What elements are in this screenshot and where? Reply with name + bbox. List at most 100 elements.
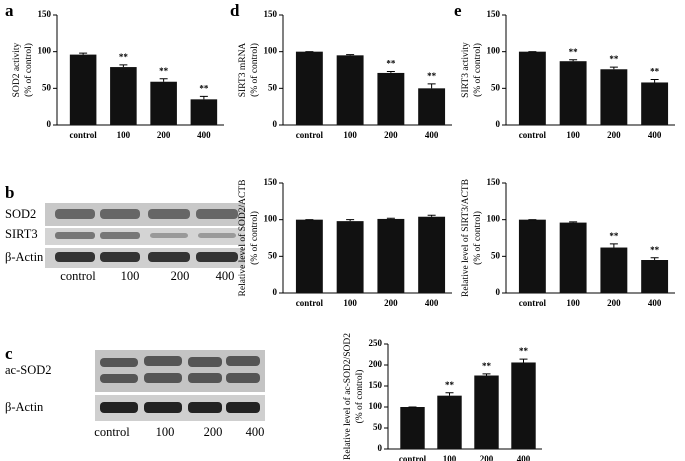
panel-label: e <box>454 1 462 20</box>
bar <box>110 67 137 125</box>
y-tick-label: 0 <box>378 443 383 453</box>
bar <box>295 219 323 293</box>
y-tick-label: 0 <box>496 287 501 297</box>
error-bar <box>346 219 355 222</box>
x-tick-label: 200 <box>607 298 621 308</box>
error-bar <box>386 217 395 219</box>
bar <box>336 221 364 293</box>
y-tick-label: 150 <box>38 9 52 19</box>
blot-row-label: SOD2 <box>5 207 36 221</box>
significance-label: ** <box>427 71 437 81</box>
bar <box>377 72 405 125</box>
x-tick-label: 100 <box>343 130 357 140</box>
significance-label: ** <box>445 380 455 390</box>
bar <box>69 54 97 125</box>
panel-label: a <box>5 1 14 20</box>
y-tick-label: 150 <box>487 9 501 19</box>
panel-label: d <box>230 1 240 20</box>
x-tick-label: 200 <box>607 130 621 140</box>
x-tick-label: 200 <box>384 298 398 308</box>
blot-row-label: SIRT3 <box>5 227 38 241</box>
bar <box>600 69 628 125</box>
error-bar <box>346 54 355 56</box>
y-axis-label: (% of control) <box>472 43 483 97</box>
y-axis-label: (% of control) <box>23 43 34 97</box>
y-tick-label: 50 <box>42 82 52 92</box>
error-bar <box>159 78 168 82</box>
y-axis-label: (% of control) <box>249 43 260 97</box>
bar <box>400 407 425 449</box>
bar <box>518 219 546 293</box>
y-axis-label: Relative level of SOD2/ACTB <box>237 180 248 297</box>
x-tick-label: 400 <box>517 454 531 461</box>
blot-b-image <box>45 203 245 268</box>
y-tick-label: 0 <box>496 119 501 129</box>
significance-label: ** <box>386 59 396 69</box>
error-bar <box>609 66 618 70</box>
error-bar <box>519 358 528 363</box>
error-bar <box>650 79 659 83</box>
y-axis-label: SOD2 activity <box>12 42 22 97</box>
error-bar <box>569 221 578 223</box>
y-tick-label: 50 <box>268 250 278 260</box>
blot-c-image <box>95 350 265 421</box>
x-tick-label: control <box>519 298 547 308</box>
bar <box>474 375 499 449</box>
blot-lane-label: 200 <box>204 425 223 439</box>
blot-lane-label: 400 <box>246 425 265 439</box>
panel-label: b <box>5 183 14 202</box>
blot-lane-label: 100 <box>156 425 175 439</box>
blot-lane-label: 100 <box>121 269 140 283</box>
error-bar <box>427 83 436 89</box>
significance-label: ** <box>569 47 579 57</box>
y-tick-label: 50 <box>268 82 278 92</box>
x-tick-label: control <box>399 454 427 461</box>
bar <box>559 61 587 125</box>
x-tick-label: 200 <box>157 130 171 140</box>
y-tick-label: 50 <box>373 422 383 432</box>
y-axis-label: Relative level of SIRT3/ACTB <box>460 179 471 297</box>
blot-row-label: β-Actin <box>5 400 44 414</box>
x-tick-label: 100 <box>443 454 457 461</box>
y-tick-label: 150 <box>264 177 278 187</box>
x-tick-label: 400 <box>425 298 439 308</box>
x-tick-label: 200 <box>480 454 494 461</box>
significance-label: ** <box>159 66 169 76</box>
y-tick-label: 100 <box>487 214 501 224</box>
y-tick-label: 100 <box>369 401 383 411</box>
error-bar <box>609 243 618 248</box>
blot-lane-label: control <box>60 269 96 283</box>
significance-label: ** <box>482 361 492 371</box>
error-bar <box>79 52 88 55</box>
y-axis-label: SIRT3 activity <box>461 42 471 98</box>
error-bar <box>199 95 208 100</box>
significance-label: ** <box>609 231 619 241</box>
x-tick-label: control <box>519 130 547 140</box>
bar <box>336 55 364 126</box>
blot-lane-label: control <box>94 425 130 439</box>
y-tick-label: 0 <box>47 119 52 129</box>
y-tick-label: 0 <box>273 119 278 129</box>
x-tick-label: 100 <box>566 130 580 140</box>
bar <box>511 362 536 449</box>
bar <box>559 222 587 293</box>
significance-label: ** <box>519 346 529 356</box>
y-tick-label: 0 <box>273 287 278 297</box>
x-tick-label: 100 <box>566 298 580 308</box>
x-tick-label: control <box>69 130 97 140</box>
blot-row-label: ac-SOD2 <box>5 363 52 377</box>
x-tick-label: 400 <box>197 130 211 140</box>
significance-label: ** <box>650 245 660 255</box>
x-tick-label: control <box>296 298 324 308</box>
significance-label: ** <box>119 52 129 62</box>
blot-row-label: β-Actin <box>5 250 44 264</box>
bar <box>150 81 177 125</box>
y-tick-label: 100 <box>38 46 52 56</box>
x-tick-label: 100 <box>117 130 131 140</box>
y-tick-label: 100 <box>264 214 278 224</box>
x-tick-label: 200 <box>384 130 398 140</box>
error-bar <box>119 64 128 68</box>
bar <box>518 51 546 125</box>
x-tick-label: 400 <box>648 130 662 140</box>
bar <box>377 218 405 293</box>
